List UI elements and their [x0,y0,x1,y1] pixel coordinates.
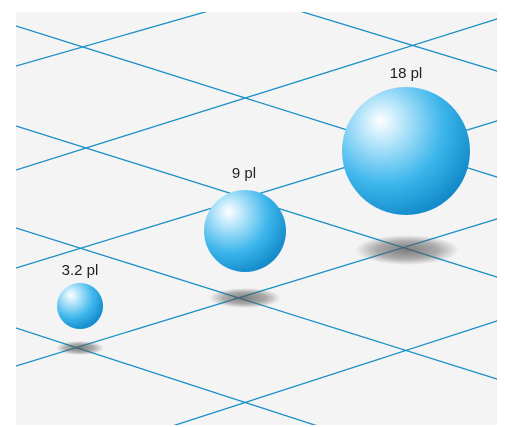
droplet-small [57,283,103,329]
grid-line [173,320,497,425]
droplet-shadow-large [355,235,459,265]
droplet-label-large: 18 pl [390,65,423,82]
grid-line [16,18,497,171]
droplet-medium [204,190,286,272]
droplet-shadow-small [56,341,104,355]
droplet-label-medium: 9 pl [232,165,256,182]
droplet-label-small: 3.2 pl [62,262,99,279]
droplet-shadow-medium [209,288,281,308]
grid-line [300,12,497,72]
grid-line [16,12,208,67]
droplet-large [342,87,470,215]
